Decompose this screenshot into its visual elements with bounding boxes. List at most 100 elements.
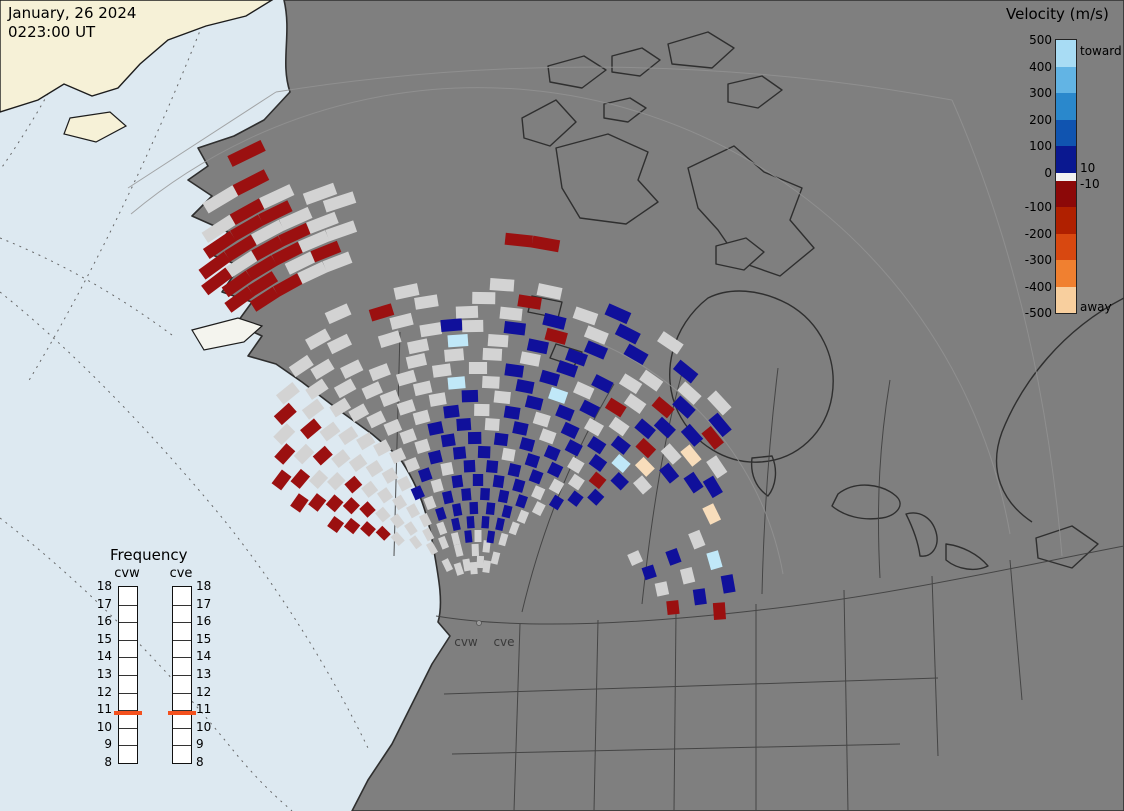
velocity-scatter-cell	[275, 382, 300, 405]
frequency-station-label-cve: cve	[169, 566, 193, 581]
velocity-scatter-cell	[708, 412, 732, 438]
velocity-scatter-cell	[435, 506, 447, 521]
colorbar-tick-label: -300	[1024, 253, 1052, 267]
velocity-scatter-cell	[430, 478, 444, 493]
velocity-scatter-cell	[565, 348, 589, 367]
border-line	[931, 575, 939, 757]
velocity-scatter-cell	[666, 600, 680, 615]
frequency-tick-label: 11	[96, 702, 112, 717]
velocity-scatter-cell	[201, 267, 233, 296]
velocity-scatter-cell	[481, 375, 500, 389]
velocity-scatter-cell	[490, 551, 501, 565]
velocity-scatter-cell	[198, 251, 231, 280]
velocity-scatter-cell	[515, 494, 529, 509]
border-line	[451, 743, 901, 755]
velocity-scatter-cell	[310, 358, 335, 380]
velocity-scatter-cell	[573, 381, 595, 400]
velocity-scatter-cell	[468, 362, 488, 374]
velocity-scatter-cell	[639, 369, 664, 392]
velocity-scatter-cell	[583, 340, 609, 360]
velocity-scatter-cell	[440, 462, 454, 476]
velocity-scatter-cell	[526, 338, 549, 355]
velocity-scatter-cell	[466, 516, 475, 529]
velocity-scatter-cell	[249, 286, 280, 312]
colorbar-tick-label: 300	[1029, 86, 1052, 100]
velocity-scatter-cell	[542, 312, 567, 330]
velocity-scatter-cell	[379, 389, 401, 408]
velocity-scatter-cell	[343, 517, 361, 535]
velocity-scatter-cell	[556, 360, 579, 378]
velocity-scatter-cell	[293, 443, 315, 465]
colorbar-segment	[1056, 207, 1076, 234]
velocity-scatter-cell	[284, 251, 316, 275]
velocity-scatter-cell	[461, 389, 479, 403]
velocity-scatter-cell	[298, 230, 330, 253]
velocity-scatter-cell	[389, 312, 414, 330]
frequency-bar-tick-line	[173, 604, 191, 606]
velocity-scatter-cell	[706, 550, 723, 571]
velocity-scatter-cell	[498, 532, 509, 547]
velocity-scatter-cell	[373, 439, 392, 457]
fov-boundary-arc	[275, 66, 953, 101]
hudson-bay-outline	[669, 290, 834, 463]
colorbar-tick-label: 400	[1029, 59, 1052, 74]
velocity-scatter-cell	[428, 449, 443, 465]
velocity-scatter-cell	[531, 485, 546, 501]
ground-scatter-upper-label: 10	[1080, 161, 1096, 175]
great-lakes-outline	[831, 484, 901, 520]
colorbar-tick-label: -200	[1024, 226, 1052, 241]
frequency-tick-label: 8	[104, 755, 112, 769]
velocity-scatter-cell	[519, 351, 541, 367]
frequency-panel-title: Frequency	[110, 546, 188, 564]
velocity-scatter-cell	[325, 220, 358, 242]
colorbar-segment	[1056, 286, 1076, 313]
velocity-scatter-cell	[327, 516, 345, 534]
velocity-scatter-cell	[405, 353, 428, 370]
velocity-scatter-cell	[519, 436, 536, 452]
velocity-scatter-cell	[512, 421, 529, 436]
velocity-scatter-cell	[271, 469, 292, 491]
timestamp: January, 26 2024 0223:00 UT	[8, 4, 136, 42]
velocity-scatter-cell	[230, 214, 264, 242]
velocity-scatter-cell	[431, 363, 452, 378]
velocity-scatter-cell	[447, 334, 469, 348]
james-bay-outline	[750, 455, 777, 497]
velocity-scatter-cell	[279, 206, 313, 231]
velocity-scatter-cell	[627, 550, 644, 566]
velocity-scatter-cell	[485, 502, 496, 516]
velocity-scatter-cell	[246, 255, 278, 281]
velocity-scatter-cell	[651, 396, 675, 419]
velocity-scatter-cell	[486, 530, 496, 544]
velocity-scatter-cell	[701, 425, 724, 450]
velocity-scatter-cell	[412, 380, 433, 397]
velocity-scatter-cell	[482, 540, 491, 553]
graticule-line	[0, 517, 293, 811]
velocity-scatter-cell	[436, 521, 448, 536]
velocity-scatter-cell	[324, 303, 352, 325]
velocity-scatter-cell	[604, 303, 632, 325]
velocity-scatter-cell	[383, 418, 403, 436]
velocity-scatter-cell	[463, 459, 476, 473]
frequency-bar-tick-line	[173, 710, 191, 712]
velocity-scatter-cell	[484, 418, 500, 431]
velocity-scatter-cell	[338, 426, 359, 446]
velocity-scatter-cell	[482, 560, 491, 574]
velocity-scatter-cell	[333, 378, 357, 399]
velocity-scatter-cell	[273, 273, 303, 298]
velocity-scatter-cell	[365, 460, 384, 478]
velocity-scatter-cell	[543, 444, 561, 462]
velocity-scatter-cell	[322, 251, 353, 273]
velocity-scatter-cell	[441, 490, 454, 505]
velocity-scatter-cell	[680, 444, 702, 467]
frequency-tick-label: 12	[196, 684, 212, 699]
velocity-scatter-cell	[425, 541, 439, 556]
frequency-tick-label: 18	[96, 579, 112, 593]
great-lakes-outline	[905, 512, 938, 557]
velocity-scatter-cell	[417, 467, 433, 483]
velocity-scatter-cell	[635, 437, 657, 459]
velocity-scatter-cell	[720, 574, 736, 594]
velocity-scatter-cell	[610, 471, 630, 491]
frequency-bar-tick-line	[173, 622, 191, 624]
velocity-scatter-cell	[360, 521, 376, 537]
